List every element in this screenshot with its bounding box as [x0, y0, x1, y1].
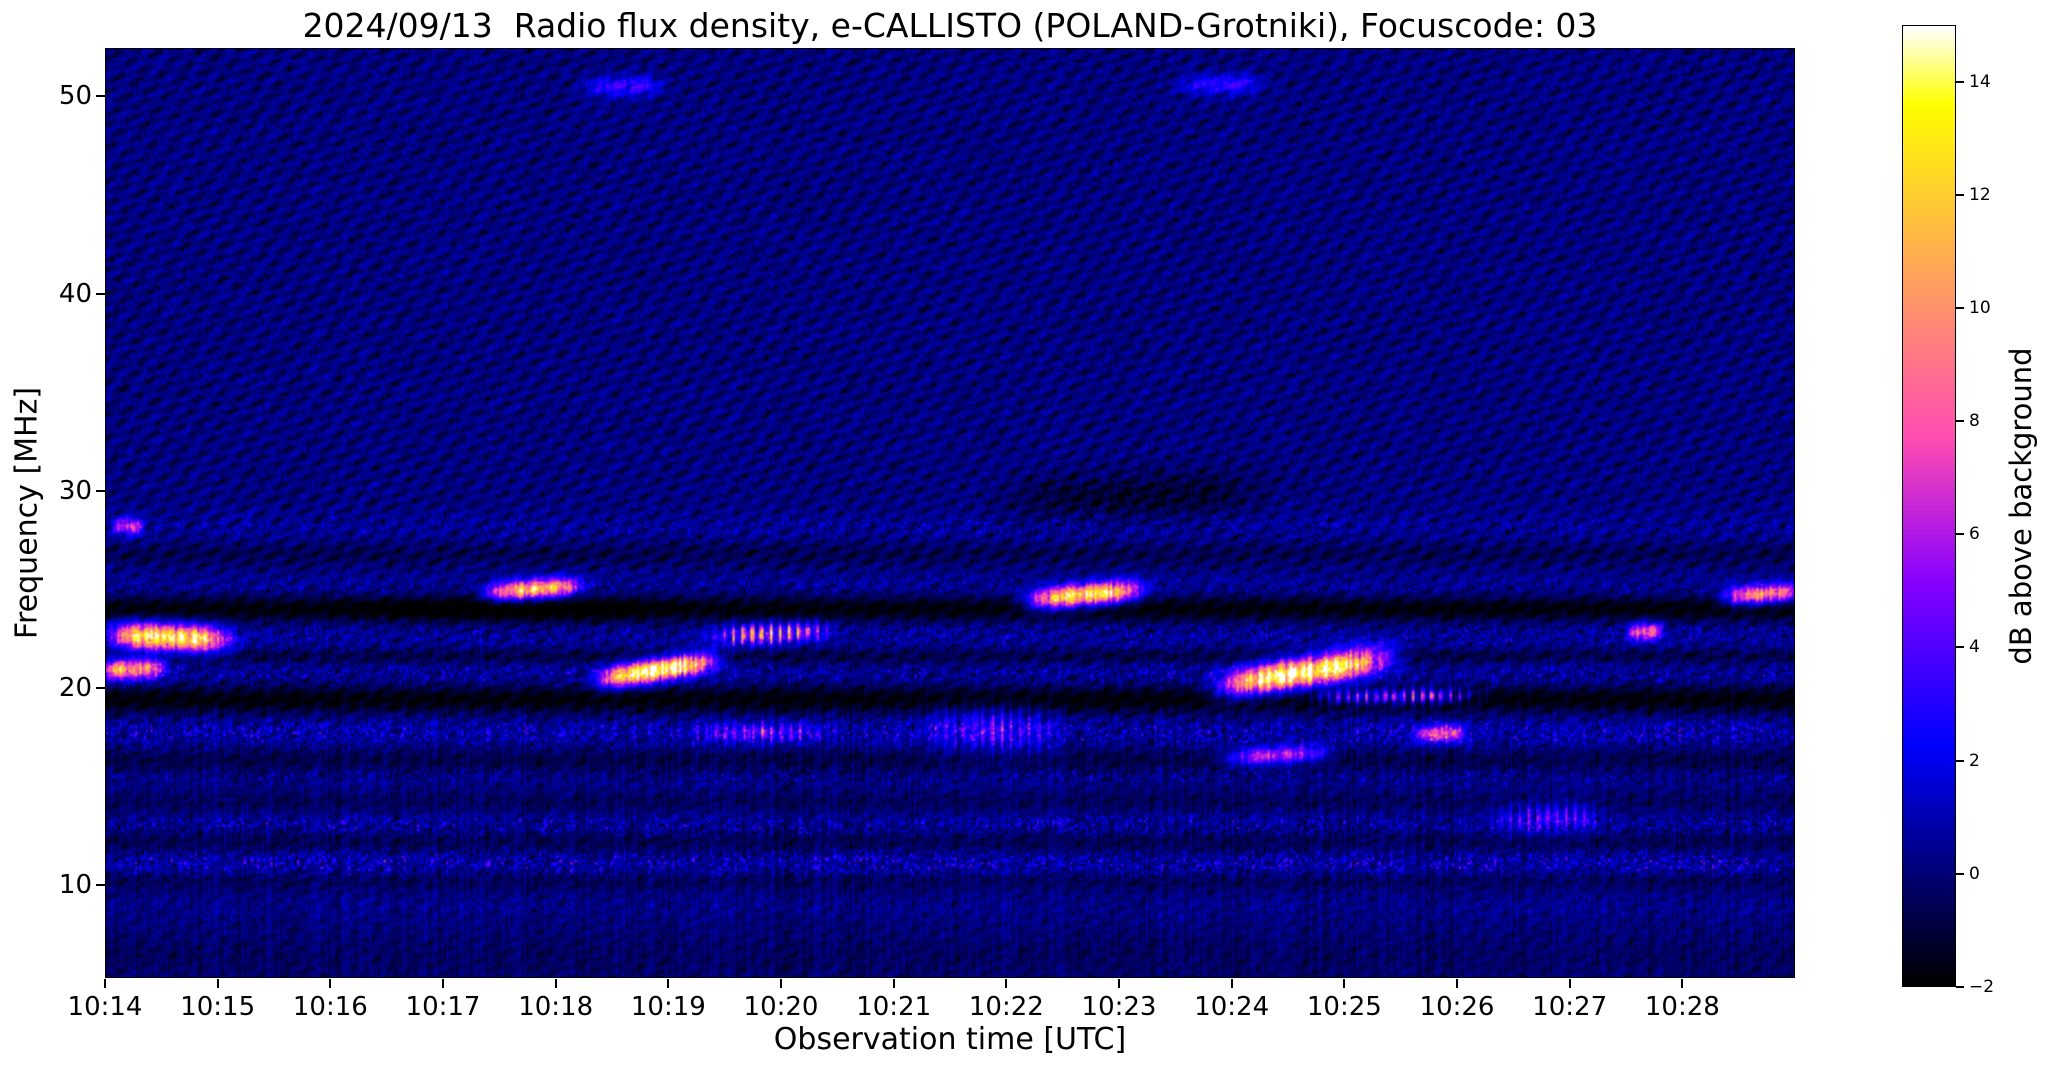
colorbar-tick-mark	[1956, 646, 1964, 649]
colorbar-tick-mark	[1956, 420, 1964, 423]
x-tick-mark	[554, 979, 557, 988]
colorbar-tick-label: 8	[1969, 411, 1980, 432]
y-axis-label: Frequency [MHz]	[9, 386, 45, 640]
x-tick-mark	[667, 979, 670, 988]
x-tick-mark	[1568, 979, 1571, 988]
colorbar-tick-label: 14	[1969, 71, 1991, 92]
colorbar	[1902, 25, 1956, 987]
x-tick-mark	[1230, 979, 1233, 988]
plot-area	[105, 48, 1795, 978]
colorbar-tick-mark	[1956, 80, 1964, 83]
x-tick-mark	[892, 979, 895, 988]
y-tick-mark	[96, 687, 105, 690]
x-tick-label: 10:23	[1081, 992, 1157, 1022]
x-tick-mark	[329, 979, 332, 988]
colorbar-tick-label: −2	[1969, 977, 1995, 997]
chart-title: 2024/09/13 Radio flux density, e-CALLIST…	[302, 6, 1598, 45]
spectrogram-canvas	[106, 49, 1794, 977]
x-tick-label: 10:27	[1532, 992, 1608, 1022]
colorbar-tick-mark	[1956, 306, 1964, 309]
x-tick-mark	[442, 979, 444, 988]
colorbar-tick-mark	[1956, 533, 1964, 536]
y-tick-label: 10	[58, 870, 92, 901]
x-tick-mark	[1456, 979, 1458, 988]
colorbar-tick-mark	[1956, 872, 1964, 875]
y-tick-label: 40	[58, 278, 92, 309]
colorbar-tick-mark	[1956, 193, 1964, 196]
y-tick-mark	[96, 884, 105, 887]
colorbar-gradient	[1903, 26, 1955, 986]
y-tick-mark	[96, 292, 105, 295]
x-tick-label: 10:16	[292, 992, 368, 1022]
x-tick-mark	[216, 979, 219, 988]
x-tick-mark	[1005, 979, 1008, 988]
x-tick-label: 10:19	[630, 992, 706, 1022]
x-axis-label: Observation time [UTC]	[773, 1022, 1127, 1057]
colorbar-tick-label: 10	[1969, 297, 1991, 318]
x-tick-label: 10:18	[518, 992, 594, 1022]
colorbar-tick-label: 0	[1969, 863, 1980, 884]
y-tick-label: 30	[58, 475, 92, 506]
y-tick-label: 50	[58, 81, 92, 112]
x-tick-mark	[1118, 979, 1120, 988]
x-tick-label: 10:15	[180, 992, 256, 1022]
x-tick-label: 10:24	[1194, 992, 1270, 1022]
x-tick-mark	[1681, 979, 1684, 988]
x-tick-label: 10:20	[743, 992, 819, 1022]
x-tick-label: 10:25	[1306, 992, 1382, 1022]
x-tick-mark	[104, 979, 106, 988]
colorbar-tick-label: 12	[1969, 184, 1991, 205]
colorbar-label: dB above background	[2004, 347, 2038, 665]
x-tick-label: 10:17	[405, 992, 481, 1022]
y-tick-label: 20	[58, 673, 92, 704]
x-tick-label: 10:22	[968, 992, 1044, 1022]
x-tick-label: 10:26	[1419, 992, 1495, 1022]
colorbar-tick-mark	[1956, 986, 1964, 988]
x-tick-label: 10:28	[1644, 992, 1720, 1022]
y-tick-mark	[96, 95, 105, 98]
y-tick-mark	[96, 489, 105, 492]
x-tick-label: 10:14	[67, 992, 143, 1022]
colorbar-tick-label: 6	[1969, 524, 1980, 545]
x-tick-mark	[780, 979, 782, 988]
x-tick-label: 10:21	[856, 992, 932, 1022]
colorbar-tick-label: 4	[1969, 637, 1980, 658]
colorbar-tick-label: 2	[1969, 750, 1980, 771]
colorbar-tick-mark	[1956, 759, 1964, 762]
x-tick-mark	[1343, 979, 1346, 988]
